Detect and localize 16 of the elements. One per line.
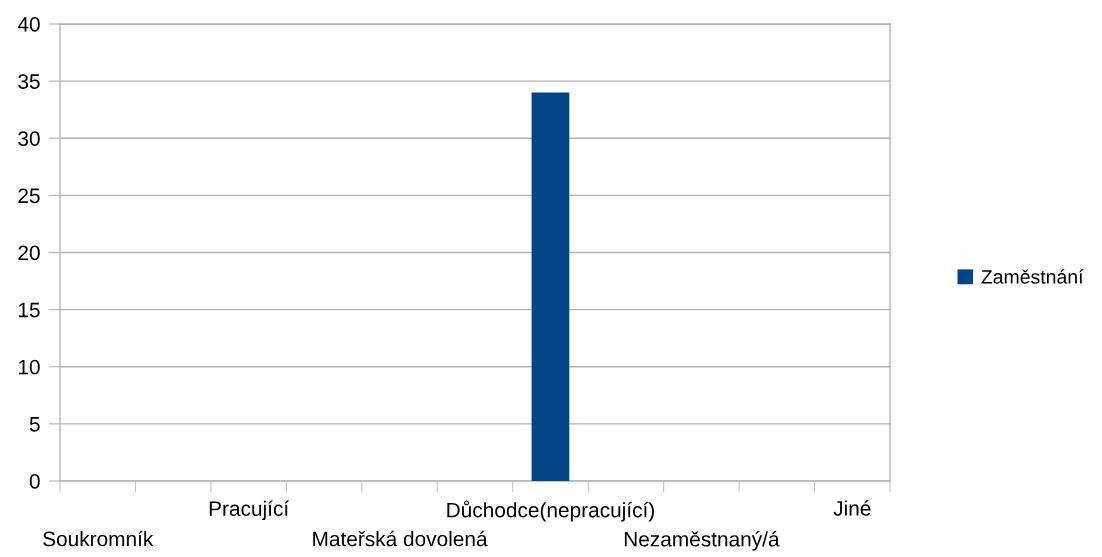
y-tick-label: 35 [18,74,40,89]
x-tick-label: Nezaměstnaný/á [624,531,780,551]
y-tick-label: 5 [29,417,40,432]
y-tick-label: 10 [18,359,40,375]
x-tick-label: Jiné [833,500,871,516]
y-tick-label: 30 [18,131,40,146]
y-tick-label: 25 [18,188,40,204]
y-tick-label: 0 [29,474,40,489]
legend-label: Zaměstnání [981,269,1084,284]
x-tick-label: Důchodce(nepracující) [447,500,654,522]
x-tick-label: Pracující [209,500,290,521]
y-tick-label: 20 [18,245,40,261]
x-tick-label: Soukromník [43,530,154,547]
y-tick-label: 15 [18,302,40,318]
y-tick-label: 40 [17,17,40,32]
x-tick-label: Mateřská dovolená [313,530,488,547]
